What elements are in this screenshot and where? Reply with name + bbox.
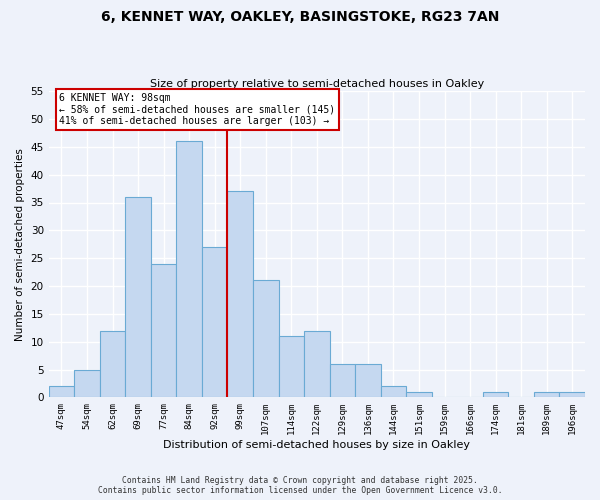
Bar bbox=[483, 392, 508, 398]
Bar bbox=[253, 280, 278, 398]
Bar bbox=[100, 330, 125, 398]
X-axis label: Distribution of semi-detached houses by size in Oakley: Distribution of semi-detached houses by … bbox=[163, 440, 470, 450]
Y-axis label: Number of semi-detached properties: Number of semi-detached properties bbox=[15, 148, 25, 340]
Bar bbox=[559, 392, 585, 398]
Text: 6, KENNET WAY, OAKLEY, BASINGSTOKE, RG23 7AN: 6, KENNET WAY, OAKLEY, BASINGSTOKE, RG23… bbox=[101, 10, 499, 24]
Bar bbox=[202, 247, 227, 398]
Bar bbox=[329, 364, 355, 398]
Bar bbox=[380, 386, 406, 398]
Text: 6 KENNET WAY: 98sqm
← 58% of semi-detached houses are smaller (145)
41% of semi-: 6 KENNET WAY: 98sqm ← 58% of semi-detach… bbox=[59, 92, 335, 126]
Bar bbox=[355, 364, 380, 398]
Bar bbox=[176, 142, 202, 398]
Bar bbox=[151, 264, 176, 398]
Title: Size of property relative to semi-detached houses in Oakley: Size of property relative to semi-detach… bbox=[150, 79, 484, 89]
Bar bbox=[74, 370, 100, 398]
Bar bbox=[406, 392, 432, 398]
Bar bbox=[227, 192, 253, 398]
Bar bbox=[278, 336, 304, 398]
Bar bbox=[49, 386, 74, 398]
Bar bbox=[304, 330, 329, 398]
Text: Contains HM Land Registry data © Crown copyright and database right 2025.
Contai: Contains HM Land Registry data © Crown c… bbox=[98, 476, 502, 495]
Bar bbox=[534, 392, 559, 398]
Bar bbox=[125, 197, 151, 398]
